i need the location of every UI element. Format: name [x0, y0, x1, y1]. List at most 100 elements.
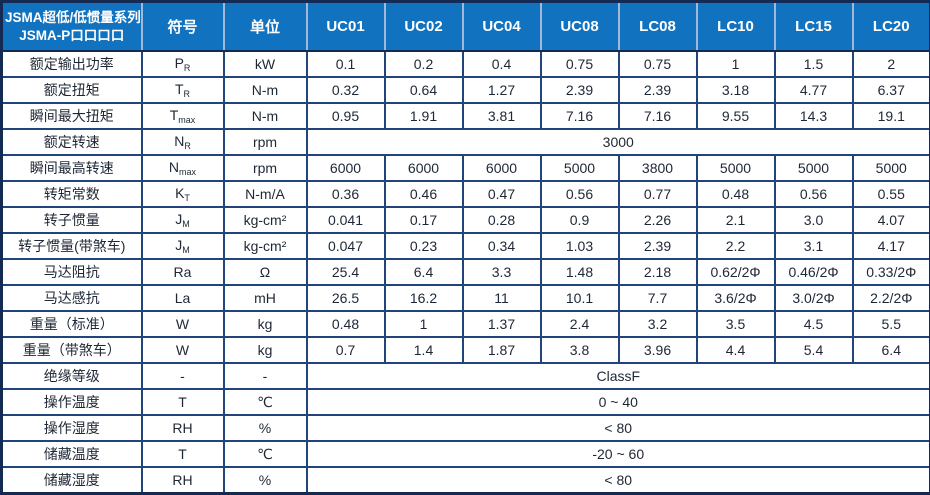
value-cell: 0.56: [541, 181, 619, 207]
unit-cell: -: [224, 363, 307, 389]
value-cell: 3.3: [463, 259, 541, 285]
row-label: 额定输出功率: [2, 51, 142, 77]
symbol-column-header: 符号: [142, 2, 224, 52]
merged-value-cell: 3000: [307, 129, 930, 155]
model-header-uc08: UC08: [541, 2, 619, 52]
row-label: 重量（带煞车）: [2, 337, 142, 363]
series-title-line1: JSMA超低/低惯量系列: [5, 9, 139, 27]
value-cell: 0.95: [307, 103, 385, 129]
value-cell: 3.2: [619, 311, 697, 337]
value-cell: 6.4: [385, 259, 463, 285]
value-cell: 3.81: [463, 103, 541, 129]
value-cell: 4.07: [853, 207, 930, 233]
value-cell: 19.1: [853, 103, 930, 129]
model-header-uc01: UC01: [307, 2, 385, 52]
value-cell: 1.5: [775, 51, 853, 77]
value-cell: 3.5: [697, 311, 775, 337]
value-cell: 0.46: [385, 181, 463, 207]
value-cell: 0.75: [541, 51, 619, 77]
value-cell: 11: [463, 285, 541, 311]
value-cell: 26.5: [307, 285, 385, 311]
value-cell: 0.33/2Φ: [853, 259, 930, 285]
value-cell: 6.37: [853, 77, 930, 103]
unit-cell: rpm: [224, 129, 307, 155]
merged-value-cell: -20 ~ 60: [307, 441, 930, 467]
value-cell: 0.2: [385, 51, 463, 77]
value-cell: 2.1: [697, 207, 775, 233]
value-cell: 1.27: [463, 77, 541, 103]
symbol-cell: NR: [142, 129, 224, 155]
row-label: 瞬间最大扭矩: [2, 103, 142, 129]
row-label: 操作湿度: [2, 415, 142, 441]
value-cell: 1.4: [385, 337, 463, 363]
unit-cell: N-m: [224, 77, 307, 103]
value-cell: 5000: [853, 155, 930, 181]
value-cell: 1.37: [463, 311, 541, 337]
symbol-cell: Tmax: [142, 103, 224, 129]
value-cell: 9.55: [697, 103, 775, 129]
unit-cell: mH: [224, 285, 307, 311]
value-cell: 1.48: [541, 259, 619, 285]
value-cell: 6000: [385, 155, 463, 181]
value-cell: 2.18: [619, 259, 697, 285]
value-cell: 0.9: [541, 207, 619, 233]
value-cell: 7.16: [541, 103, 619, 129]
symbol-cell: KT: [142, 181, 224, 207]
value-cell: 2: [853, 51, 930, 77]
merged-value-cell: ClassF: [307, 363, 930, 389]
value-cell: 7.7: [619, 285, 697, 311]
row-label: 绝缘等级: [2, 363, 142, 389]
value-cell: 0.55: [853, 181, 930, 207]
series-title: JSMA超低/低惯量系列 JSMA-P口口口口: [2, 2, 142, 52]
value-cell: 2.2/2Φ: [853, 285, 930, 311]
unit-cell: Ω: [224, 259, 307, 285]
value-cell: 0.47: [463, 181, 541, 207]
symbol-cell: JM: [142, 207, 224, 233]
value-cell: 10.1: [541, 285, 619, 311]
unit-cell: rpm: [224, 155, 307, 181]
row-label: 额定转速: [2, 129, 142, 155]
symbol-cell: RH: [142, 467, 224, 494]
row-label: 额定扭矩: [2, 77, 142, 103]
value-cell: 0.48: [307, 311, 385, 337]
symbol-cell: Ra: [142, 259, 224, 285]
unit-cell: N-m/A: [224, 181, 307, 207]
value-cell: 0.23: [385, 233, 463, 259]
unit-cell: %: [224, 467, 307, 494]
value-cell: 0.4: [463, 51, 541, 77]
model-header-uc04: UC04: [463, 2, 541, 52]
symbol-cell: W: [142, 311, 224, 337]
merged-value-cell: < 80: [307, 467, 930, 494]
value-cell: 0.34: [463, 233, 541, 259]
value-cell: 4.77: [775, 77, 853, 103]
unit-cell: kg: [224, 311, 307, 337]
value-cell: 6000: [307, 155, 385, 181]
unit-cell: kW: [224, 51, 307, 77]
value-cell: 1.91: [385, 103, 463, 129]
symbol-cell: PR: [142, 51, 224, 77]
value-cell: 0.17: [385, 207, 463, 233]
row-label: 转子惯量: [2, 207, 142, 233]
value-cell: 1.87: [463, 337, 541, 363]
value-cell: 0.047: [307, 233, 385, 259]
model-header-lc10: LC10: [697, 2, 775, 52]
row-label: 转子惯量(带煞车): [2, 233, 142, 259]
value-cell: 0.7: [307, 337, 385, 363]
symbol-cell: RH: [142, 415, 224, 441]
value-cell: 3.18: [697, 77, 775, 103]
value-cell: 2.26: [619, 207, 697, 233]
